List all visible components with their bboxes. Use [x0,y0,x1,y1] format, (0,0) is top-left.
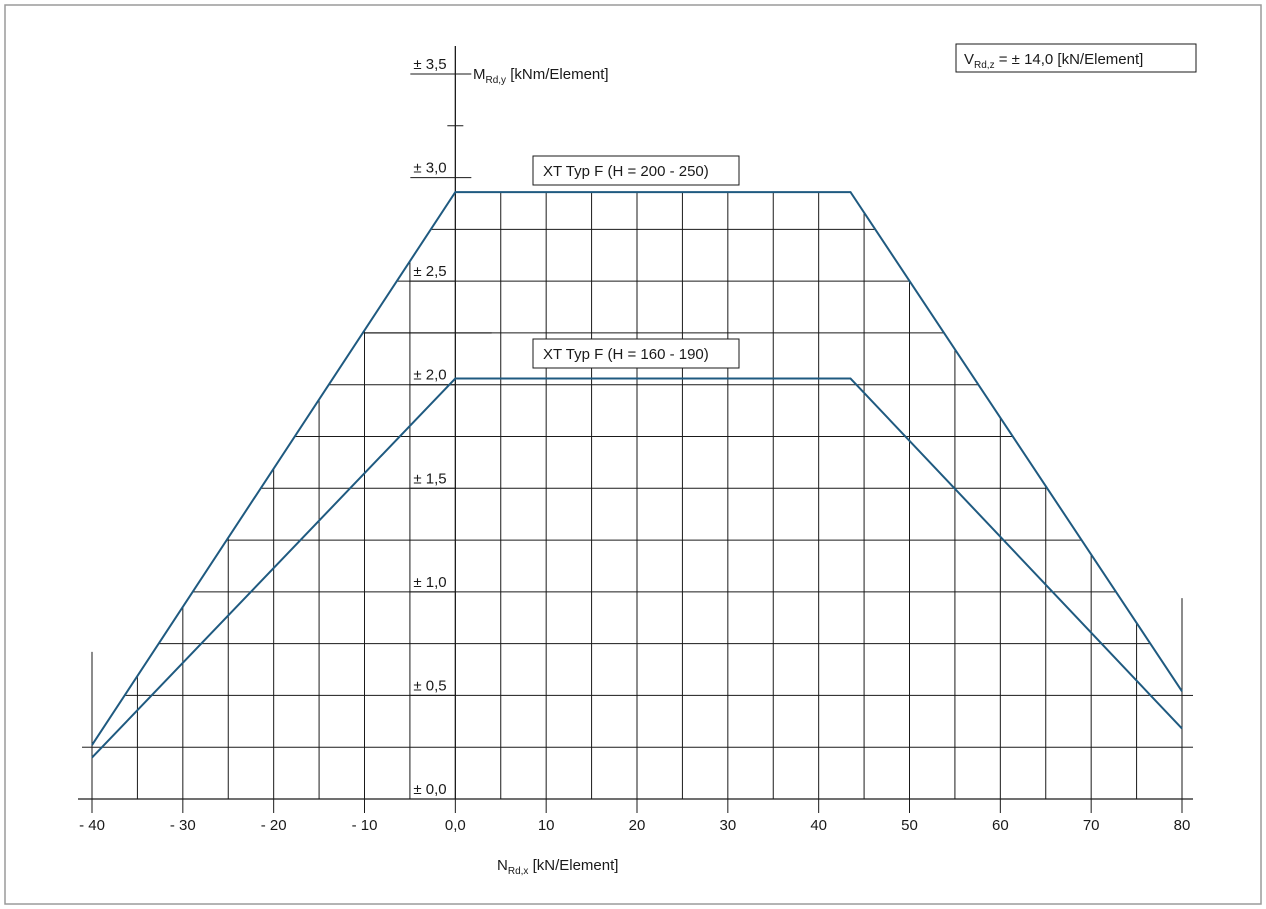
x-tick-label: 40 [810,817,827,834]
series-label-lower: XT Typ F (H = 160 - 190) [532,338,740,369]
series-lines [91,191,1183,759]
y-tick-label: ± 2,0 [413,367,446,384]
y-tick-label: ± 1,5 [413,470,446,487]
x-tick-label: 10 [538,817,555,834]
x-tick-label: 70 [1083,817,1100,834]
tick-labels: - 40 - 30 - 20 - 10 0,0 10 20 30 40 50 60 70 80 ± 0,0… [79,56,1190,834]
grid [82,191,1193,799]
series-line-1 [91,191,1183,746]
x-tick-label: 30 [719,817,736,834]
shear-force-box: VRd,z = ± 14,0 [kN/Element] [955,43,1197,73]
x-tick-label: 50 [901,817,918,834]
y-axis-title: MRd,y [kNm/Element] [473,66,609,86]
y-tick-label: ± 3,5 [413,56,446,73]
series-line-2 [91,377,1183,759]
y-tick-label: ± 2,5 [413,263,446,280]
x-tick-label: 80 [1174,817,1191,834]
shear-force-label: VRd,z = ± 14,0 [kN/Element] [964,51,1143,71]
y-tick-label: ± 0,5 [413,677,446,694]
x-tick-label: - 40 [79,817,105,834]
y-tick-label: ± 3,0 [413,160,446,177]
x-tick-label: 60 [992,817,1009,834]
y-tick-label: ± 0,0 [413,781,446,798]
x-tick-label: - 20 [261,817,287,834]
page-border [4,4,1262,905]
y-tick-label: ± 1,0 [413,574,446,591]
x-axis-title: NRd,x [kN/Element] [497,857,618,877]
x-tick-label: - 30 [170,817,196,834]
series-label-upper: XT Typ F (H = 200 - 250) [532,155,740,186]
series-label-upper-text: XT Typ F (H = 200 - 250) [543,163,709,180]
series-label-lower-text: XT Typ F (H = 160 - 190) [543,346,709,363]
x-tick-label: - 10 [352,817,378,834]
axes [78,46,1193,813]
x-tick-label: 0,0 [445,817,466,834]
x-tick-label: 20 [629,817,646,834]
